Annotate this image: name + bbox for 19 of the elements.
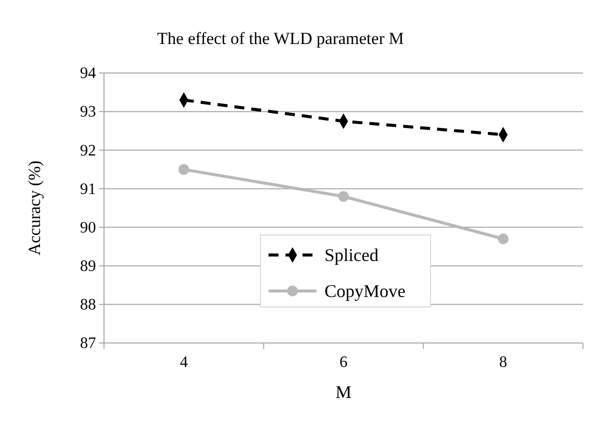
point bbox=[178, 164, 190, 175]
x-tick-label: 8 bbox=[499, 354, 508, 371]
legend-label: Spliced bbox=[324, 245, 378, 265]
point bbox=[498, 234, 509, 244]
legend-label: CopyMove bbox=[324, 281, 406, 301]
y-tick-label: 94 bbox=[80, 65, 96, 82]
y-tick-label: 89 bbox=[80, 258, 96, 275]
y-tick-label: 90 bbox=[80, 219, 96, 236]
x-tick-label: 4 bbox=[180, 354, 188, 371]
x-tick-label: 6 bbox=[340, 354, 348, 371]
chart-title: The effect of the WLD parameter M bbox=[157, 29, 404, 48]
y-tick-label: 91 bbox=[80, 180, 96, 198]
y-tick-label: 92 bbox=[80, 142, 96, 160]
x-axis-title: M bbox=[335, 382, 352, 402]
y-axis-title: Accuracy (%) bbox=[25, 160, 44, 256]
y-tick-label: 88 bbox=[80, 296, 96, 314]
y-tick-label: 93 bbox=[80, 104, 96, 121]
point bbox=[338, 191, 349, 202]
y-tick-label: 87 bbox=[80, 335, 96, 352]
